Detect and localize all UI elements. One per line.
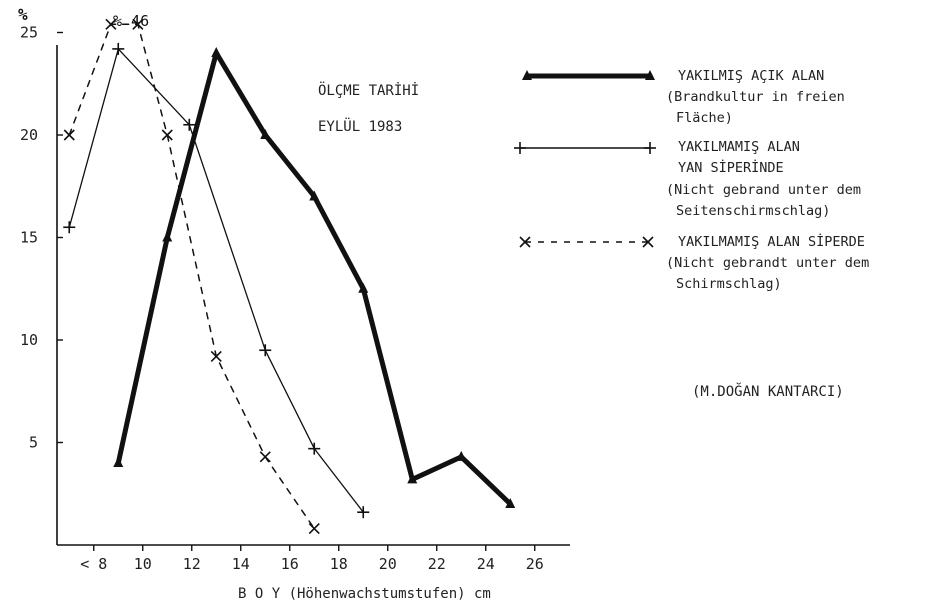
data-point-plus: [183, 118, 196, 131]
legend-label-unburned-side-2: YAN SİPERİNDE: [678, 158, 784, 176]
x-ticks: < 8 10 12 14 16 18 20 22 24 26: [80, 545, 544, 573]
data-point-x: [132, 18, 144, 30]
x-tick-label: 20: [379, 555, 397, 573]
legend-label-unburned-shelter: YAKILMAMIŞ ALAN SİPERDE: [678, 232, 865, 250]
legend-item-burned-open: YAKILMIŞ AÇIK ALAN (Brandkultur in freie…: [522, 68, 845, 126]
data-point-plus: [63, 221, 76, 234]
x-tick-label: 12: [183, 555, 201, 573]
x-tick-label: 22: [428, 555, 446, 573]
legend-label-unburned-side: YAKILMAMIŞ ALAN: [678, 139, 800, 155]
legend-desc-burned-open-2: Fläche): [676, 110, 733, 126]
data-point-triangle: [162, 231, 173, 242]
x-tick-label: 10: [134, 555, 152, 573]
x-stroke-2: [132, 18, 144, 30]
legend-desc-unburned-shelter-1: (Nicht gebrandt unter dem: [666, 255, 869, 271]
x-tick-label: 14: [232, 555, 250, 573]
series-line-3: [68, 23, 316, 530]
legend-desc-unburned-shelter-2: Schirmschlag): [676, 276, 782, 292]
x-tick-label: 18: [330, 555, 348, 573]
data-point-triangle: [309, 190, 320, 201]
data-point-plus: [112, 42, 125, 55]
measurement-note-line2: EYLÜL 1983: [318, 117, 402, 135]
x-stroke-2: [105, 18, 117, 30]
data-point-triangle: [113, 457, 124, 467]
x-tick-label: 26: [526, 555, 544, 573]
data-point-x: [308, 523, 320, 535]
data-point-x: [63, 129, 75, 141]
data-point-triangle: [456, 450, 467, 461]
measurement-note-line1: ÖLÇME TARİHİ: [318, 81, 419, 99]
series-layer: [63, 18, 516, 535]
y-tick-label: 15: [20, 229, 38, 247]
legend-desc-unburned-side-2: Seitenschirmschlag): [676, 203, 830, 219]
data-point-triangle: [358, 282, 369, 293]
data-point-triangle: [260, 129, 271, 139]
data-point-x: [259, 451, 271, 463]
legend-desc-unburned-side-1: (Nicht gebrand unter dem: [666, 182, 861, 198]
data-point-plus: [308, 442, 321, 455]
data-point-x: [105, 18, 117, 30]
x-stroke-2: [63, 129, 75, 141]
y-tick-label: 5: [29, 434, 38, 452]
data-point-x: [210, 350, 222, 362]
x-tick-label: < 8: [80, 555, 107, 573]
legend-item-unburned-shelter: YAKILMAMIŞ ALAN SİPERDE (Nicht gebrandt …: [519, 232, 869, 292]
x-stroke-2: [161, 129, 173, 141]
x-stroke-2: [259, 451, 271, 463]
y-tick-label: 20: [20, 126, 38, 144]
y-tick-label: 25: [20, 24, 38, 42]
data-point-triangle: [505, 498, 516, 508]
data-point-x: [161, 129, 173, 141]
series-line-1: [115, 50, 513, 507]
x-tick-label: 16: [281, 555, 299, 573]
legend-desc-burned-open-1: (Brandkultur in freien: [666, 89, 845, 105]
legend: YAKILMIŞ AÇIK ALAN (Brandkultur in freie…: [514, 68, 869, 292]
x-stroke-2: [308, 523, 320, 535]
y-tick-label: 10: [20, 331, 38, 349]
x-tick-label: 24: [477, 555, 495, 573]
x-axis-label: B O Y (Höhenwachstumstufen) cm: [238, 586, 491, 602]
y-unit-label: %: [18, 5, 28, 24]
legend-item-unburned-side: YAKILMAMIŞ ALAN YAN SİPERİNDE (Nicht geb…: [514, 139, 861, 219]
x-stroke-2: [210, 350, 222, 362]
data-point-triangle: [211, 47, 222, 57]
author-credit: (M.DOĞAN KANTARCI): [692, 382, 844, 400]
legend-label-burned-open: YAKILMIŞ AÇIK ALAN: [678, 68, 824, 84]
data-point-plus: [259, 344, 272, 357]
series-line-2: [68, 48, 364, 513]
peak-label: % 46: [113, 12, 149, 30]
data-point-triangle: [407, 473, 418, 484]
y-ticks: 5 10 15 20 25: [20, 24, 63, 452]
data-point-plus: [357, 506, 370, 519]
